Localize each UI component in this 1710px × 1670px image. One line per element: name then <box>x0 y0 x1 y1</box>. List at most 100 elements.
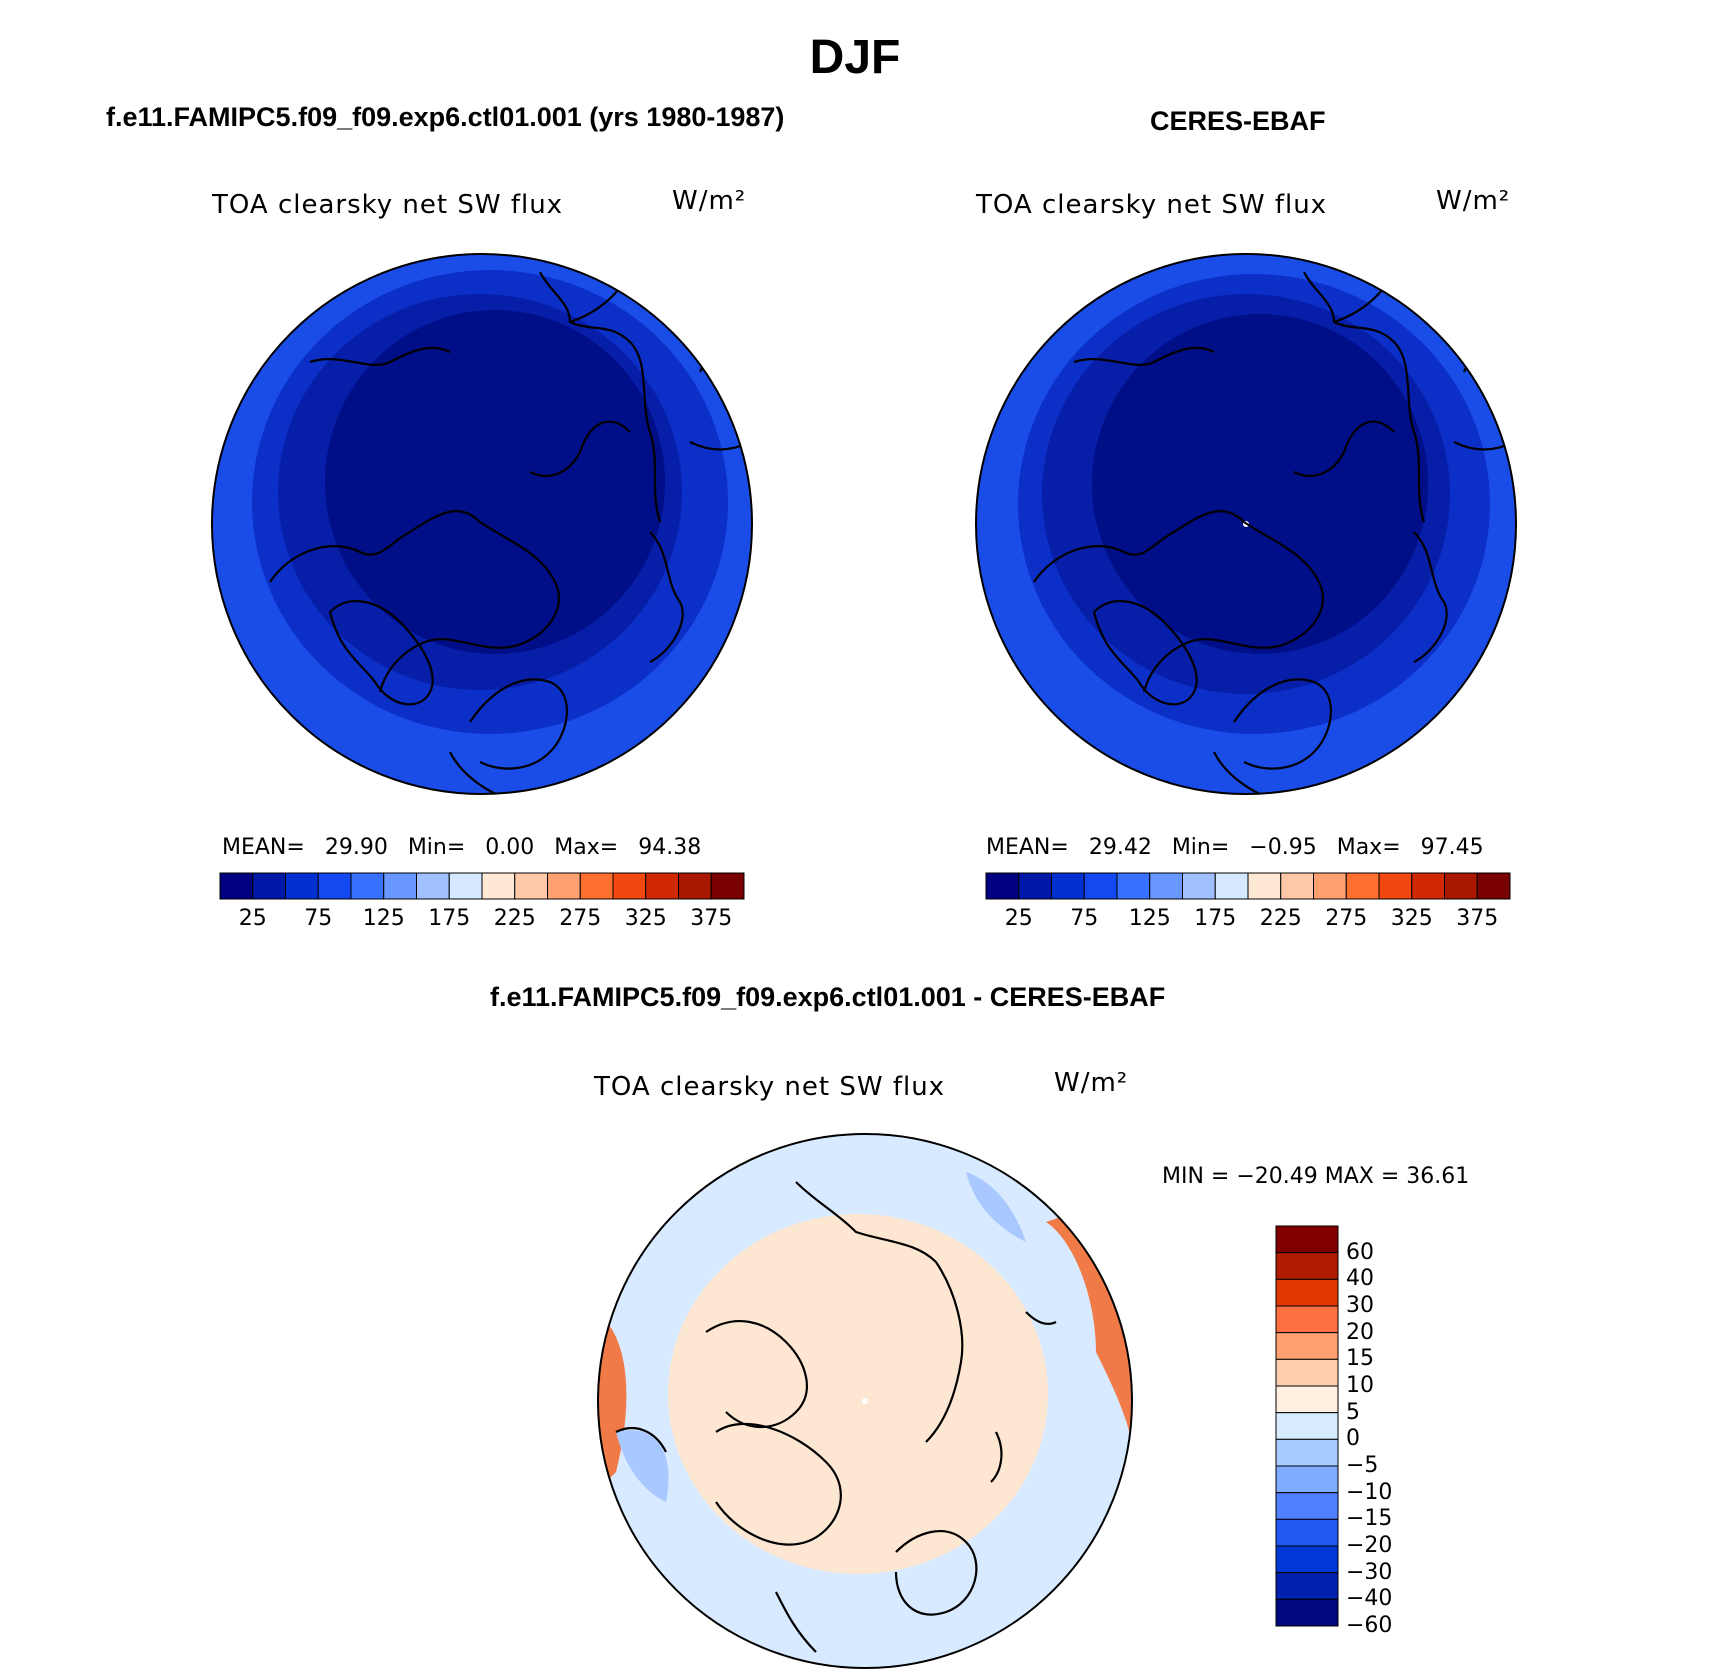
panel1-min-value: 0.00 <box>485 835 535 860</box>
panel1-variable-label: TOA clearsky net SW flux <box>212 190 564 220</box>
panel1-min-label: Min= <box>407 835 466 860</box>
colorbar-box <box>1051 872 1085 900</box>
colorbar-box <box>1116 872 1151 900</box>
colorbar-box <box>1275 1598 1339 1627</box>
panel2-map <box>975 253 1517 795</box>
colorbar-tick-label: 75 <box>1070 906 1099 931</box>
colorbar-box <box>481 872 516 900</box>
colorbar-box <box>1247 872 1282 900</box>
colorbar-box <box>1275 1278 1339 1307</box>
panel2-stats: MEAN= 29.42 Min= −0.95 Max= 97.45 <box>986 835 1504 860</box>
panel2-mean-label: MEAN= <box>986 835 1069 860</box>
colorbar-box <box>1083 872 1118 900</box>
colorbar-box <box>1018 872 1052 900</box>
panel1-colorbar <box>219 872 745 900</box>
colorbar-tick-label: −5 <box>1346 1453 1379 1478</box>
colorbar-tick-label: 10 <box>1346 1373 1374 1398</box>
colorbar-tick-label: 225 <box>1259 906 1302 931</box>
colorbar-box <box>1275 1305 1339 1334</box>
colorbar-tick-label: 5 <box>1346 1399 1360 1425</box>
colorbar-tick-label: −40 <box>1346 1586 1393 1612</box>
colorbar-tick-label: 125 <box>362 906 405 931</box>
panel2-min-label: Min= <box>1171 835 1230 860</box>
colorbar-tick-label: 225 <box>493 906 536 931</box>
panel3-map <box>597 1133 1133 1669</box>
panel3-title: f.e11.FAMIPC5.f09_f09.exp6.ctl01.001 - C… <box>490 982 1166 1012</box>
panel1-max-value: 94.38 <box>638 835 702 860</box>
colorbar-box <box>985 872 1020 900</box>
colorbar-tick-label: −15 <box>1346 1506 1393 1532</box>
colorbar-box <box>1280 872 1314 900</box>
colorbar-tick-label: 375 <box>690 906 733 931</box>
panel3-field-warm <box>668 1214 1048 1574</box>
panel1-mean-value: 29.90 <box>324 835 388 860</box>
panel2-max-value: 97.45 <box>1420 835 1484 860</box>
colorbar-box <box>1275 1332 1339 1360</box>
panel3-coastlines <box>615 1181 1057 1653</box>
colorbar-tick-label: 15 <box>1346 1346 1374 1372</box>
panel3-pole-marker <box>862 1398 868 1404</box>
colorbar-box <box>285 872 319 900</box>
colorbar-tick-label: 175 <box>1194 906 1237 931</box>
colorbar-tick-label: 125 <box>1128 906 1171 931</box>
colorbar-box <box>1275 1518 1339 1547</box>
panel3-units-label: W/m² <box>1054 1068 1129 1098</box>
panel1-max-label: Max= <box>554 835 619 860</box>
colorbar-box <box>1411 872 1445 900</box>
colorbar-box <box>514 872 548 900</box>
colorbar-box <box>1182 872 1216 900</box>
panel1-field-core <box>325 310 665 654</box>
colorbar-box <box>1275 1385 1339 1414</box>
colorbar-box <box>1149 872 1183 900</box>
panel1-title: f.e11.FAMIPC5.f09_f09.exp6.ctl01.001 (yr… <box>106 102 785 132</box>
colorbar-box <box>416 872 450 900</box>
colorbar-box <box>317 872 352 900</box>
colorbar-tick-label: 325 <box>624 906 667 931</box>
colorbar-tick-label: −60 <box>1346 1613 1393 1638</box>
colorbar-box <box>350 872 385 900</box>
colorbar-box <box>1345 872 1380 900</box>
colorbar-box <box>710 872 745 900</box>
colorbar-tick-label: 40 <box>1346 1266 1374 1292</box>
colorbar-box <box>383 872 417 900</box>
panel2-variable-label: TOA clearsky net SW flux <box>976 190 1328 220</box>
colorbar-box <box>1476 872 1511 900</box>
colorbar-box <box>547 872 581 900</box>
panel2-min-value: −0.95 <box>1249 835 1317 860</box>
panel3-variable-label: TOA clearsky net SW flux <box>594 1072 946 1102</box>
colorbar-box <box>579 872 614 900</box>
colorbar-box <box>1275 1492 1339 1520</box>
panel2-title: CERES-EBAF <box>1150 106 1326 136</box>
colorbar-tick-label: 75 <box>304 906 333 931</box>
panel3-stats: MIN = −20.49 MAX = 36.61 <box>1162 1164 1470 1189</box>
colorbar-tick-label: 275 <box>559 906 602 931</box>
colorbar-tick-label: −20 <box>1346 1533 1393 1558</box>
panel1-colorbar-labels: 25 75 125 175 225 275 325 375 <box>220 906 744 936</box>
panel3-colorbar-labels: 60 40 30 20 15 10 5 0 −5 −10 −15 −20 −30 −40 −60 <box>1346 1226 1466 1638</box>
panel2-max-label: Max= <box>1336 835 1401 860</box>
colorbar-tick-label: 25 <box>238 906 267 931</box>
panel3-field-cool-ne <box>966 1172 1026 1242</box>
colorbar-box <box>1275 1252 1339 1280</box>
panel1-coastlines <box>269 271 751 794</box>
colorbar-tick-label: −10 <box>1346 1479 1393 1505</box>
colorbar-box <box>1275 1572 1339 1600</box>
panel2-coastlines <box>1033 271 1515 794</box>
colorbar-box <box>1378 872 1413 900</box>
panel3-field-hot-west <box>598 1312 627 1492</box>
panel2-mean-value: 29.42 <box>1088 835 1152 860</box>
colorbar-tick-label: 30 <box>1346 1293 1374 1318</box>
colorbar-tick-label: 20 <box>1346 1319 1374 1345</box>
colorbar-tick-label: 25 <box>1004 906 1033 931</box>
colorbar-box <box>1444 872 1478 900</box>
panel3-field-cool-w <box>616 1430 669 1502</box>
colorbar-tick-label: 275 <box>1325 906 1368 931</box>
colorbar-tick-label: −30 <box>1346 1559 1393 1585</box>
colorbar-box <box>1275 1438 1339 1467</box>
colorbar-box <box>252 872 286 900</box>
colorbar-box <box>1275 1412 1339 1440</box>
colorbar-box <box>1275 1465 1339 1494</box>
panel1-map <box>211 253 753 795</box>
colorbar-box <box>1275 1358 1339 1387</box>
colorbar-box <box>645 872 679 900</box>
